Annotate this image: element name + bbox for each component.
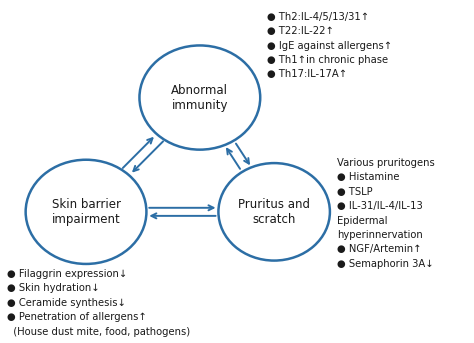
Ellipse shape xyxy=(219,163,330,261)
Text: ● Th2:IL-4/5/13/31↑
● T22:IL-22↑
● IgE against allergens↑
● Th1↑in chronic phase: ● Th2:IL-4/5/13/31↑ ● T22:IL-22↑ ● IgE a… xyxy=(267,12,392,80)
Ellipse shape xyxy=(139,45,260,150)
Text: Abnormal
immunity: Abnormal immunity xyxy=(171,84,228,111)
Text: Skin barrier
impairment: Skin barrier impairment xyxy=(52,198,120,226)
Ellipse shape xyxy=(26,160,146,264)
Text: Various pruritogens
● Histamine
● TSLP
● IL-31/IL-4/IL-13
Epidermal
hyperinnerva: Various pruritogens ● Histamine ● TSLP ●… xyxy=(337,158,435,269)
Text: ● Filaggrin expression↓
● Skin hydration↓
● Ceramide synthesis↓
● Penetration of: ● Filaggrin expression↓ ● Skin hydration… xyxy=(7,269,190,336)
Text: Pruritus and
scratch: Pruritus and scratch xyxy=(238,198,310,226)
